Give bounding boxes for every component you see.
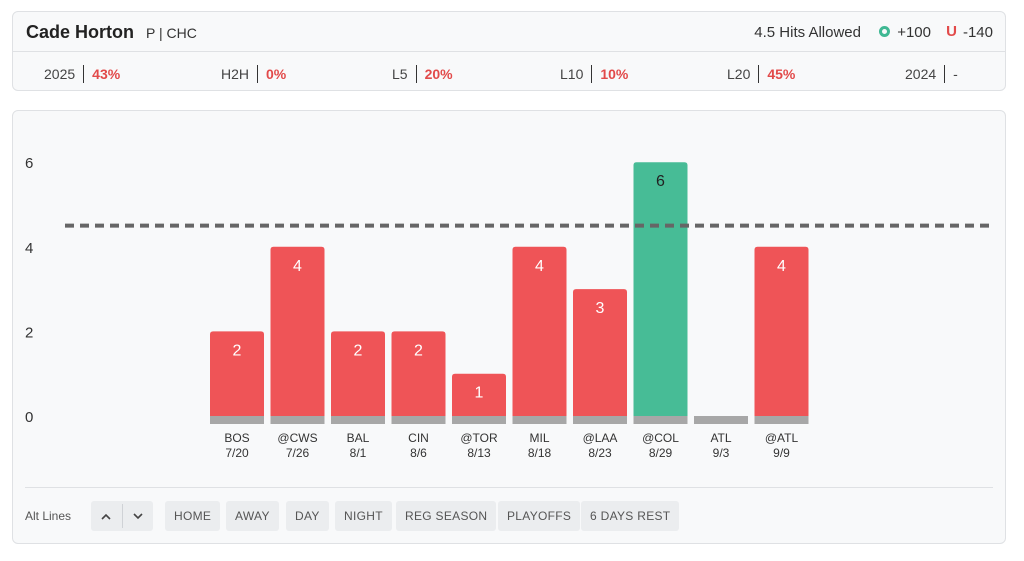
bar-baseline-segment	[331, 416, 385, 424]
bar-baseline-segment	[754, 416, 809, 424]
x-tick-date: 8/1	[350, 446, 367, 460]
player-name[interactable]: Cade Horton	[26, 22, 134, 42]
x-tick-opponent: ATL	[710, 431, 731, 445]
alt-line-down-button[interactable]	[123, 501, 154, 531]
x-tick-date: 8/29	[649, 446, 673, 460]
x-tick-opponent: @LAA	[583, 431, 618, 445]
chevron-up-icon	[101, 513, 111, 520]
stat-value: 45%	[767, 66, 796, 82]
bar-value-label: 2	[354, 342, 363, 359]
over-icon	[879, 26, 890, 37]
stat-h2h: H2H 0%	[221, 63, 286, 85]
bar-baseline-segment	[694, 416, 748, 424]
bar	[270, 246, 325, 416]
bar-value-label: 1	[475, 385, 484, 402]
stat-label: H2H	[221, 66, 250, 82]
player-position-team: P | CHC	[146, 25, 197, 41]
filter-playoffs-button[interactable]: PLAYOFFS	[498, 501, 581, 531]
y-tick-label: 0	[25, 409, 33, 426]
bar-value-label: 2	[414, 342, 423, 359]
alt-lines-stepper	[91, 501, 153, 531]
bar-value-label: 4	[777, 258, 786, 275]
x-tick-opponent: @COL	[642, 431, 679, 445]
stat-value: 43%	[92, 66, 121, 82]
stat-value: -	[953, 66, 958, 82]
stat-label: L10	[560, 66, 584, 82]
stat-value: 10%	[600, 66, 629, 82]
bar-value-label: 3	[596, 300, 605, 317]
stat-l5: L5 20%	[392, 63, 453, 85]
bar-baseline-segment	[452, 416, 506, 424]
bar	[452, 373, 506, 416]
chart-card: 0 2 4 6 2 BOS 7/20 4 @CWS 7/26 2 BAL 8/1 2 CIN 8/6 1 @TOR…	[12, 110, 1006, 544]
x-tick-opponent: @ATL	[765, 431, 799, 445]
bar-baseline-segment	[210, 416, 264, 424]
x-tick-date: 8/13	[467, 446, 491, 460]
bar-baseline-segment	[512, 416, 567, 424]
bar-baseline-segment	[270, 416, 325, 424]
y-tick-label: 2	[25, 324, 33, 341]
chevron-down-icon	[133, 512, 143, 519]
x-tick-opponent: @TOR	[460, 431, 498, 445]
stat-value: 20%	[424, 66, 453, 82]
over-odds[interactable]: +100	[897, 24, 931, 41]
x-tick-date: 8/23	[588, 446, 612, 460]
bar-value-label: 6	[656, 173, 665, 190]
y-tick-label: 6	[25, 155, 33, 172]
filter-reg-season-button[interactable]: REG SEASON	[396, 501, 497, 531]
bar	[754, 246, 809, 416]
filter-bar: Alt Lines HOME AWAY DAY NIGHT REG SEASON…	[25, 487, 993, 545]
prop-header-top: Cade Horton P | CHC 4.5 Hits Allowed +10…	[13, 12, 1005, 52]
stat-label: L5	[392, 66, 408, 82]
bar-value-label: 4	[293, 258, 302, 275]
prop-label: 4.5 Hits Allowed	[754, 24, 861, 41]
prop-header-card: Cade Horton P | CHC 4.5 Hits Allowed +10…	[12, 11, 1006, 91]
x-tick-date: 9/3	[713, 446, 730, 460]
filter-day-button[interactable]: DAY	[286, 501, 329, 531]
filter-6-days-rest-button[interactable]: 6 DAYS REST	[581, 501, 680, 531]
bar-value-label: 2	[233, 342, 242, 359]
stat-l10: L10 10%	[560, 63, 628, 85]
x-tick-opponent: MIL	[529, 431, 549, 445]
stat-label: L20	[727, 66, 751, 82]
filter-night-button[interactable]: NIGHT	[335, 501, 392, 531]
filter-home-button[interactable]: HOME	[165, 501, 221, 531]
bar-baseline-segment	[633, 416, 688, 424]
bar-value-label: 4	[535, 258, 544, 275]
bar	[633, 162, 688, 416]
bar	[391, 331, 446, 416]
x-tick-date: 7/26	[286, 446, 310, 460]
stat-value: 0%	[266, 66, 287, 82]
stat-l20: L20 45%	[727, 63, 795, 85]
stat-2024: 2024-	[905, 63, 958, 85]
filter-away-button[interactable]: AWAY	[226, 501, 279, 531]
stat-label: 2025	[44, 66, 76, 82]
x-tick-date: 9/9	[773, 446, 790, 460]
y-tick-label: 4	[25, 240, 33, 257]
x-tick-date: 7/20	[225, 446, 249, 460]
bar-baseline-segment	[391, 416, 446, 424]
bar	[512, 246, 567, 416]
stat-2025: 2025 43%	[44, 63, 120, 85]
x-tick-opponent: @CWS	[277, 431, 317, 445]
stat-label: 2024	[905, 66, 937, 82]
alt-lines-label: Alt Lines	[25, 509, 72, 523]
under-icon: U	[946, 23, 957, 40]
x-tick-opponent: BOS	[224, 431, 249, 445]
bar	[331, 331, 385, 416]
bar-baseline-segment	[573, 416, 627, 424]
bar	[210, 331, 264, 416]
x-tick-opponent: BAL	[347, 431, 370, 445]
bar	[573, 289, 627, 416]
x-tick-date: 8/18	[528, 446, 552, 460]
x-tick-date: 8/6	[410, 446, 427, 460]
alt-line-up-button[interactable]	[91, 501, 122, 531]
under-odds[interactable]: -140	[962, 24, 993, 41]
x-tick-opponent: CIN	[408, 431, 429, 445]
